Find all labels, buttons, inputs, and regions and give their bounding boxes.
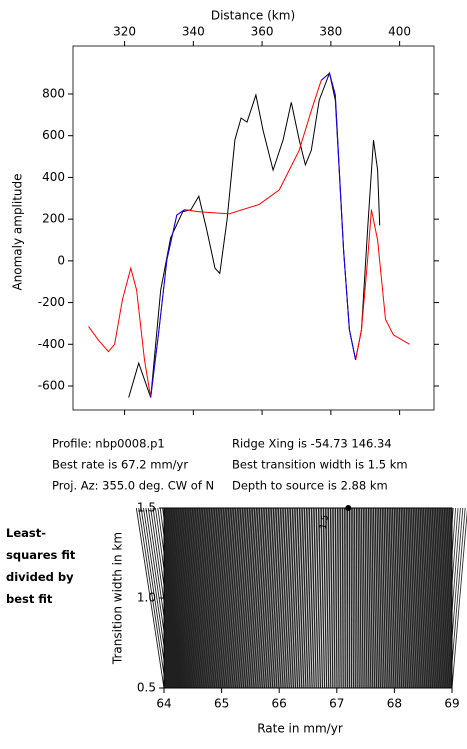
- x-tick-label: 340: [182, 25, 205, 39]
- y-tick-label: 0.5: [137, 681, 156, 695]
- annotation: Best transition width is 1.5 km: [232, 458, 408, 472]
- y-tick-label: 1.5: [137, 501, 156, 515]
- x-tick-label: 380: [319, 25, 342, 39]
- contour-line: [353, 508, 354, 688]
- data-line: [321, 73, 355, 360]
- annotation: Ridge Xing is -54.73 146.34: [232, 437, 392, 451]
- x-tick-label: 69: [444, 697, 459, 711]
- x-tick-label: 65: [214, 697, 229, 711]
- annotation: Proj. Az: 355.0 deg. CW of N: [52, 479, 214, 493]
- y-tick-label: 0: [57, 253, 65, 267]
- contour-line: [452, 508, 467, 688]
- x-tick-label: 64: [156, 697, 171, 711]
- y-tick-label: 200: [42, 212, 65, 226]
- data-line: [129, 73, 380, 397]
- x-tick-label: 320: [113, 25, 136, 39]
- y-tick-label: 600: [42, 128, 65, 142]
- y-axis-title: Transition width in km: [111, 532, 125, 665]
- x-tick-label: 66: [272, 697, 287, 711]
- y-tick-label: -600: [38, 379, 65, 393]
- contour-title: Least-squares fit divided by best fit: [6, 522, 92, 610]
- y-tick-label: 800: [42, 86, 65, 100]
- y-tick-label: 1.0: [137, 591, 156, 605]
- x-tick-label: 400: [388, 25, 411, 39]
- x-axis-title: Rate in mm/yr: [257, 722, 343, 736]
- y-tick-label: -200: [38, 295, 65, 309]
- x-tick-label: 68: [387, 697, 402, 711]
- contour-line: [344, 508, 345, 688]
- x-tick-label: 360: [251, 25, 274, 39]
- y-tick-label: 400: [42, 170, 65, 184]
- x-tick-label: 67: [329, 697, 344, 711]
- data-line: [89, 73, 410, 397]
- annotation: Profile: nbp0008.p1: [52, 437, 165, 451]
- data-line: [151, 210, 185, 398]
- plot-frame: [73, 46, 434, 410]
- x-axis-title: Distance (km): [211, 9, 295, 23]
- best-fit-point: [345, 505, 351, 511]
- y-tick-label: -400: [38, 337, 65, 351]
- annotation: Depth to source is 2.88 km: [232, 479, 388, 493]
- y-axis-title: Anomaly amplitude: [11, 173, 25, 290]
- annotation: Best rate is 67.2 mm/yr: [52, 458, 188, 472]
